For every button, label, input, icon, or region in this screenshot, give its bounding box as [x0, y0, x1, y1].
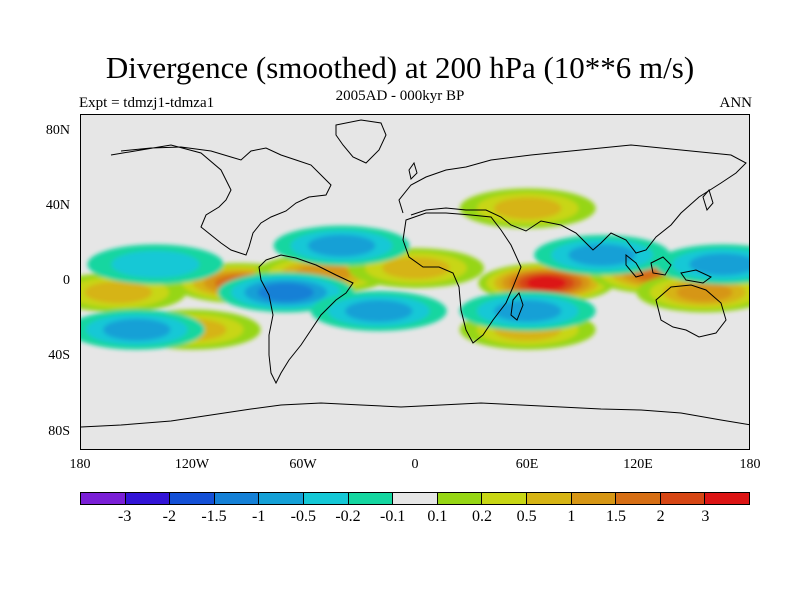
- plot-title: Divergence (smoothed) at 200 hPa (10**6 …: [105, 50, 695, 85]
- colorbar-swatch: [259, 493, 304, 504]
- uk-coast: [408, 161, 418, 180]
- lon-label-0: 0: [411, 457, 419, 472]
- lat-label-eq: 0: [63, 273, 70, 288]
- divergence-contour: [382, 257, 450, 279]
- colorbar-label: -0.2: [335, 508, 361, 525]
- madagascar-coast: [510, 292, 524, 321]
- colorbar-swatch: [214, 493, 260, 504]
- colorbar-label: 1: [567, 508, 576, 525]
- divergence-contour: [493, 197, 562, 220]
- map-plot-area: [80, 114, 750, 450]
- lon-label-180w: 180: [69, 457, 91, 472]
- divergence-contour: [568, 244, 636, 266]
- divergence-contour: [526, 275, 567, 291]
- colorbar-label: -0.1: [379, 508, 406, 525]
- new-guinea-coast: [680, 269, 712, 284]
- lon-label-60w: 60W: [289, 457, 317, 472]
- colorbar-swatch: [660, 493, 706, 504]
- colorbar-label: 1.5: [606, 508, 626, 525]
- lat-label-40s: 40S: [48, 348, 70, 363]
- colorbar-label: -3: [117, 508, 132, 525]
- colorbar-swatch: [348, 493, 394, 504]
- plot-subtitle: 2005AD - 000kyr BP: [335, 88, 465, 104]
- divergence-contour: [676, 283, 733, 302]
- season-label: ANN: [719, 95, 753, 111]
- colorbar-swatch: [393, 493, 438, 504]
- eurasia-coast: [398, 144, 747, 254]
- colorbar-label: 3: [701, 508, 710, 525]
- colorbar-swatch: [526, 493, 572, 504]
- lon-label-60e: 60E: [515, 457, 539, 472]
- colorbar: [80, 492, 750, 505]
- lat-label-80s: 80S: [48, 424, 70, 439]
- colorbar-swatch: [616, 493, 661, 504]
- sumatra-coast: [625, 253, 644, 278]
- colorbar-swatch: [125, 493, 171, 504]
- colorbar-swatch: [482, 493, 527, 504]
- lon-label-120w: 120W: [174, 457, 210, 472]
- colorbar-swatch: [303, 493, 349, 504]
- colorbar-label: 0.1: [427, 508, 448, 525]
- map-svg: [81, 119, 749, 428]
- divergence-field: [81, 188, 749, 350]
- divergence-contour: [689, 253, 749, 276]
- colorbar-label: -2: [162, 508, 176, 525]
- colorbar-swatch: [437, 493, 483, 504]
- divergence-contour: [307, 234, 376, 257]
- divergence-contour: [345, 300, 413, 322]
- greenland-coast: [335, 119, 387, 164]
- antarctica-coast: [81, 402, 749, 428]
- colorbar-label: 0.2: [472, 508, 492, 525]
- colorbar-label: 0.5: [516, 508, 537, 525]
- lon-label-120e: 120E: [623, 457, 653, 472]
- coastlines: [81, 119, 749, 428]
- south-america-coast: [258, 254, 354, 385]
- borneo-coast: [650, 256, 672, 276]
- australia-coast: [655, 284, 727, 338]
- divergence-contour: [103, 318, 171, 341]
- colorbar-label: -0.5: [290, 508, 316, 525]
- colorbar-label: 2: [656, 508, 665, 525]
- colorbar-swatch: [571, 493, 617, 504]
- divergence-contour: [257, 283, 314, 302]
- lat-label-80n: 80N: [45, 123, 70, 138]
- divergence-contour: [111, 250, 200, 278]
- lat-label-40n: 40N: [45, 198, 70, 213]
- colorbar-swatch: [81, 493, 126, 504]
- experiment-label: Expt = tdmzj1-tdmza1: [79, 95, 215, 111]
- colorbar-label: -1.5: [201, 508, 227, 525]
- japan-coast: [702, 188, 714, 212]
- lon-label-180e: 180: [739, 457, 761, 472]
- africa-coast: [402, 212, 522, 344]
- colorbar-swatch: [170, 493, 215, 504]
- divergence-contour: [493, 300, 562, 322]
- colorbar-label: -1: [251, 508, 266, 525]
- colorbar-swatch: [705, 493, 749, 504]
- divergence-contour: [84, 281, 152, 304]
- north-america-coast: [110, 144, 332, 256]
